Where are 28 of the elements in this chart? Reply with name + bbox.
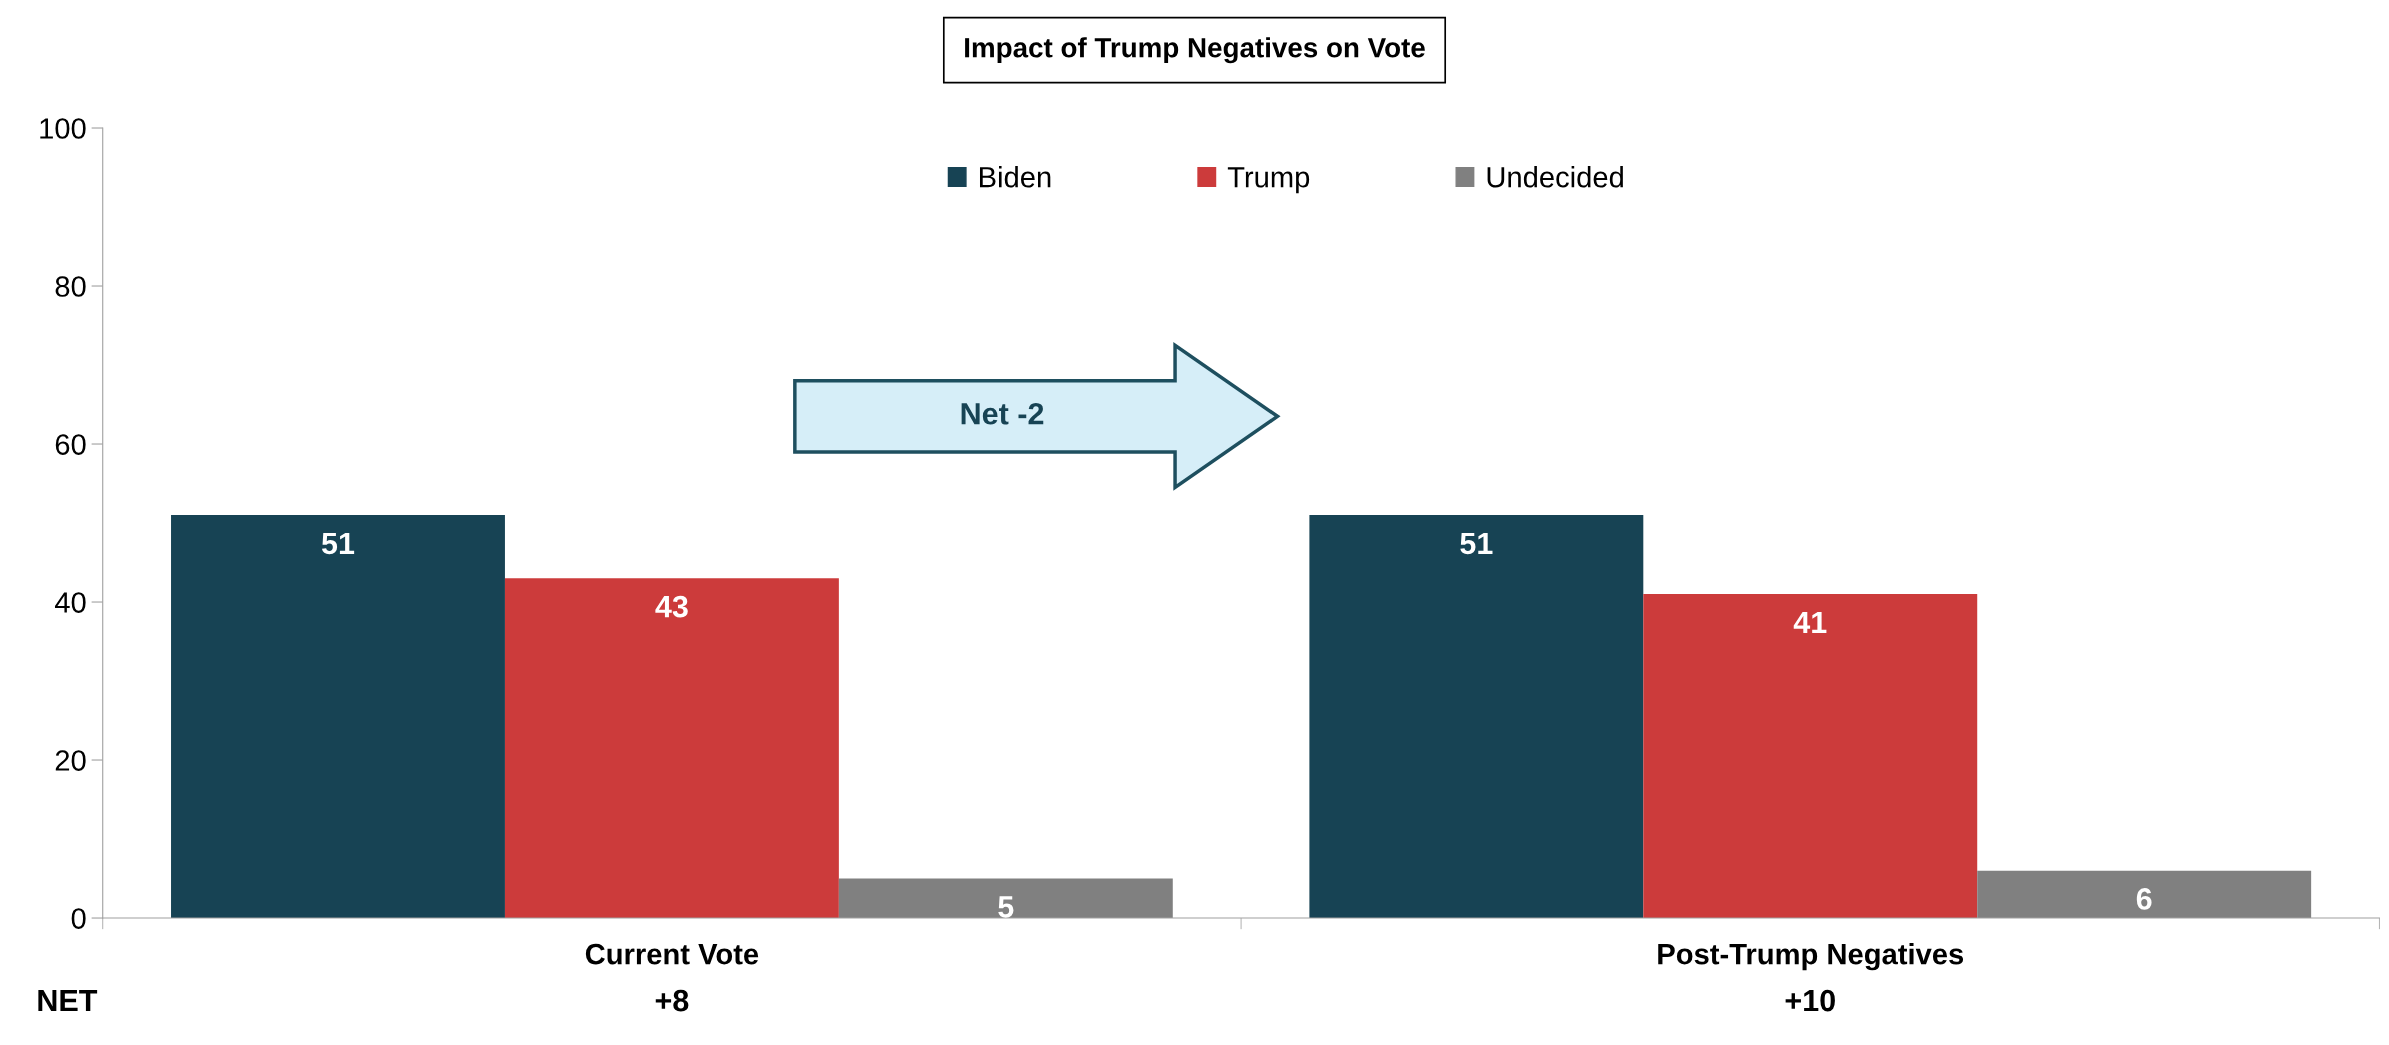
text: +10 [1785,989,1835,1012]
data-label: 6 [2136,888,2152,910]
data-label: 5 [998,896,1014,918]
bar [504,578,839,919]
annotation: Net -2 [961,402,1044,425]
bar [1643,594,1978,919]
data-label: 43 [655,595,688,618]
y-tick-label: 40 [54,592,86,613]
y-tick-label: 20 [55,750,86,771]
legend-label: Trump [1227,167,1310,194]
bar [1977,870,2312,919]
x-tick-label: Current Vote [585,943,759,965]
bar [1309,515,1644,919]
data-label: 51 [321,532,355,555]
y-tick-label: 0 [71,908,86,929]
x-tick-label: Post-Trump Negatives [1658,943,1964,971]
y-tick-label: 60 [55,434,86,455]
bar [171,515,505,919]
legend-label: Biden [979,166,1051,188]
text: NET [38,990,98,1012]
chart-title: Impact of Trump Negatives on Vote [965,37,1425,64]
legend-label: Undecided [1487,166,1623,188]
data-label: 51 [1460,532,1493,555]
y-tick-label: 80 [55,276,86,297]
bar [838,878,1173,919]
data-label: 41 [1793,611,1827,633]
y-tick-label: 100 [40,118,86,139]
text: +8 [655,989,689,1012]
